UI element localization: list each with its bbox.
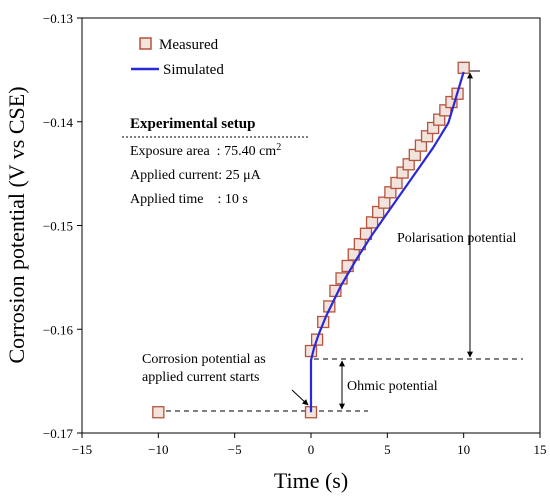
annotation-guides: Polarisation potential Ohmic potential C…	[142, 70, 523, 412]
measured-point	[365, 216, 379, 229]
x-tick-label: 5	[384, 442, 391, 457]
x-tick-label: −15	[72, 442, 92, 457]
setup-line: Applied time : 10 s	[130, 192, 248, 207]
y-axis-label: Corrosion potential (V vs CSE)	[4, 86, 29, 363]
x-tick-label: 0	[308, 442, 315, 457]
measured-point	[378, 196, 391, 209]
legend-simulated-label: Simulated	[163, 62, 224, 78]
y-tick-label: −0.17	[43, 426, 74, 441]
setup-lines: Exposure area : 75.40 cm2 Applied current…	[130, 142, 281, 207]
start-label-line-2: applied current starts	[142, 370, 259, 385]
x-tick-label: −5	[228, 442, 242, 457]
data-series	[152, 61, 470, 419]
ohmic-label: Ohmic potential	[347, 379, 438, 394]
measured-point	[152, 406, 165, 419]
setup-line: Exposure area : 75.40 cm2	[130, 142, 281, 159]
experimental-setup-box: Experimental setup Exposure area : 75.40…	[122, 116, 310, 207]
polarisation-label: Polarisation potential	[397, 231, 516, 246]
y-tick-label: −0.14	[43, 115, 74, 130]
measured-point	[457, 61, 470, 74]
axis-ticks: −15 −10 −5 0 5 10 15 −0.17 −0.16 −0.15 −0.14 −0.13	[43, 11, 547, 457]
y-tick-label: −0.15	[43, 219, 73, 234]
x-axis-label: Time (s)	[274, 468, 348, 493]
x-tick-label: 15	[534, 442, 547, 457]
legend-measured-label: Measured	[159, 37, 219, 53]
x-tick-label: 10	[457, 442, 470, 457]
simulated-line	[309, 71, 465, 413]
legend: Measured Simulated	[131, 37, 224, 78]
setup-line: Applied current: 25 μA	[130, 168, 262, 183]
x-tick-label: −10	[148, 442, 168, 457]
measured-point	[390, 176, 403, 190]
legend-measured-marker	[139, 37, 152, 50]
y-tick-label: −0.13	[43, 11, 73, 26]
start-pointer-arrow	[291, 389, 309, 406]
setup-title: Experimental setup	[130, 116, 255, 132]
y-tick-label: −0.16	[43, 322, 74, 337]
start-label-line-1: Corrosion potential as	[142, 352, 266, 367]
